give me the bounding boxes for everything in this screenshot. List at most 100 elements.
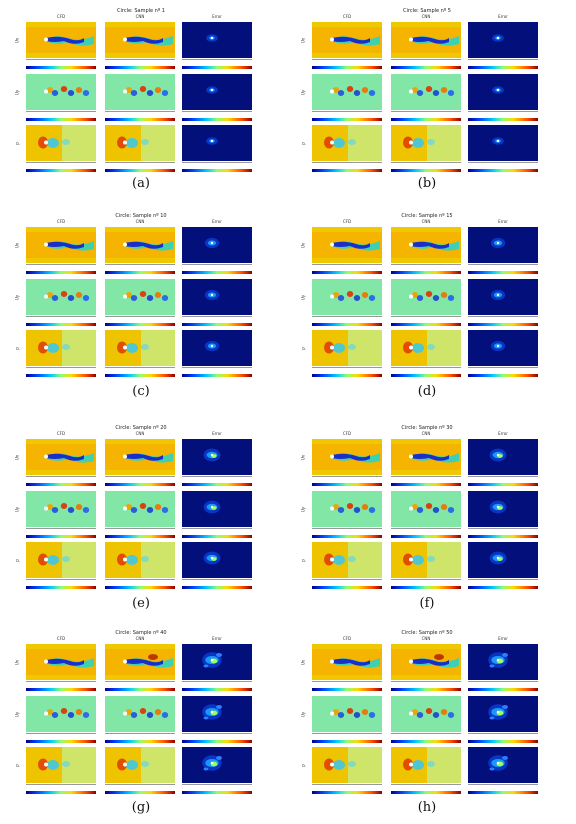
column-title: CFD [56,431,66,436]
axis-ticks [312,733,382,736]
cfd-field-plot [312,644,382,680]
axis-ticks [26,59,96,62]
axis-ticks [105,528,175,531]
axis-ticks [468,528,538,531]
colorbar [105,688,175,691]
colorbar [468,169,538,172]
column-title: CFD [342,219,352,224]
axis-ticks [105,476,175,479]
axis-ticks [312,111,382,114]
colorbar [26,483,96,486]
subfigure-panel: Circle: Sample nº 20 CFD CNN Error Ux Uy p [10,425,272,615]
cfd-field-plot [312,125,382,161]
axis-ticks [468,111,538,114]
panel-title: Circle: Sample nº 40 [115,630,167,636]
row-label: p [300,347,306,350]
cnn-field-plot [391,125,461,161]
axis-ticks [26,316,96,319]
subfigure-caption: (h) [417,800,437,815]
error-field-plot [182,696,252,732]
column-title: CFD [56,14,66,19]
cnn-field-plot [391,696,461,732]
axis-ticks [312,528,382,531]
row-label: Ux [14,242,20,249]
axis-ticks [182,579,252,582]
row-label: p [300,142,306,145]
colorbar [26,169,96,172]
row-label: Uy [14,711,20,718]
cnn-field-plot [105,696,175,732]
error-field-plot [468,74,538,110]
axis-ticks [182,784,252,787]
cnn-field-plot [105,644,175,680]
cfd-field-plot [26,747,96,783]
column-title: CNN [421,219,431,224]
colorbar [26,740,96,743]
cfd-field-plot [26,542,96,578]
error-field-plot [182,125,252,161]
colorbar [468,586,538,589]
colorbar [182,169,252,172]
axis-ticks [468,316,538,319]
axis-ticks [391,784,461,787]
cfd-field-plot [26,696,96,732]
subfigure-caption: (a) [132,176,150,191]
axis-ticks [468,59,538,62]
colorbar [468,740,538,743]
colorbar [391,535,461,538]
error-field-plot [468,22,538,58]
axis-ticks [468,784,538,787]
axis-ticks [468,162,538,165]
colorbar [391,483,461,486]
row-label: Ux [14,454,20,461]
colorbar [182,535,252,538]
column-title: Error [212,219,222,224]
axis-ticks [105,59,175,62]
cfd-field-plot [26,491,96,527]
axis-ticks [182,111,252,114]
axis-ticks [312,784,382,787]
axis-ticks [182,681,252,684]
colorbar [312,118,382,121]
cnn-field-plot [391,644,461,680]
colorbar [182,323,252,326]
axis-ticks [26,528,96,531]
column-title: CNN [135,431,145,436]
column-title: CNN [135,14,145,19]
colorbar [468,791,538,794]
panel-title: Circle: Sample nº 15 [401,213,453,219]
colorbar [182,118,252,121]
axis-ticks [391,476,461,479]
colorbar [182,271,252,274]
axis-ticks [391,579,461,582]
panel-title: Circle: Sample nº 50 [401,630,453,636]
colorbar [26,791,96,794]
axis-ticks [105,367,175,370]
subfigure-panel: Circle: Sample nº 10 CFD CNN Error Ux Uy p [10,213,272,403]
colorbar [105,271,175,274]
column-title: Error [498,14,508,19]
axis-ticks [26,784,96,787]
axis-ticks [312,476,382,479]
subfigure-panel: Circle: Sample nº 1 CFD CNN Error Ux Uy p [10,8,272,198]
row-label: Ux [14,659,20,666]
colorbar [26,586,96,589]
colorbar [312,740,382,743]
colorbar [26,271,96,274]
error-field-plot [468,125,538,161]
colorbar [26,323,96,326]
axis-ticks [468,476,538,479]
cfd-field-plot [312,542,382,578]
error-field-plot [182,74,252,110]
colorbar [182,374,252,377]
axis-ticks [105,162,175,165]
cnn-field-plot [105,491,175,527]
row-label: Uy [14,294,20,301]
row-label: Uy [14,506,20,513]
cfd-field-plot [312,22,382,58]
axis-ticks [182,162,252,165]
colorbar [391,323,461,326]
cfd-field-plot [26,227,96,263]
axis-ticks [182,367,252,370]
colorbar [391,374,461,377]
